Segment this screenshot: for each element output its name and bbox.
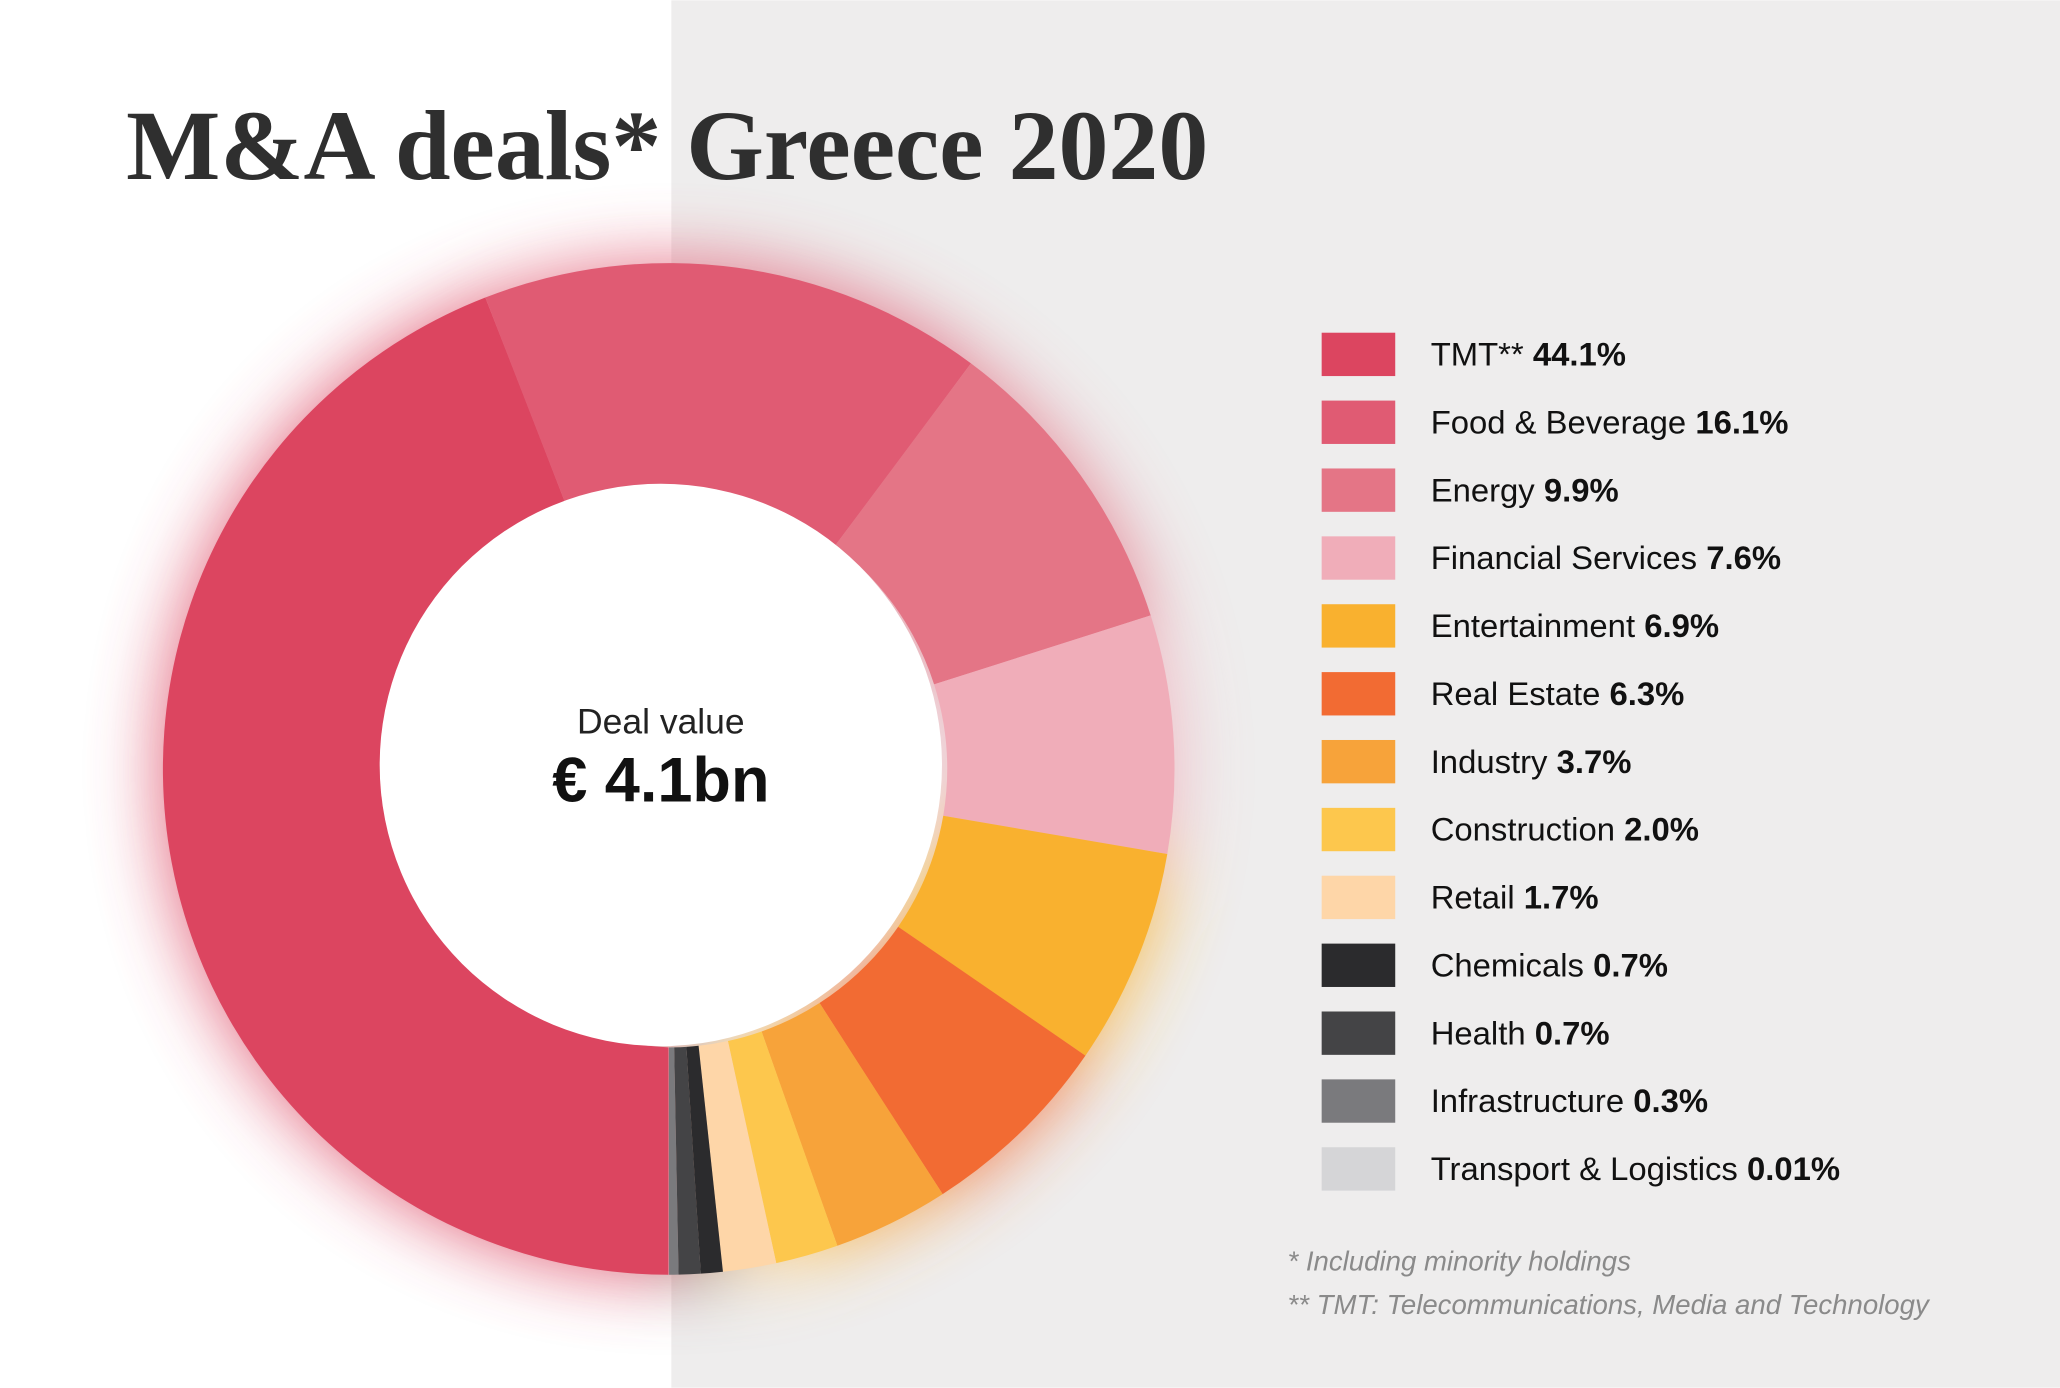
- legend-name: Food & Beverage: [1431, 403, 1687, 440]
- legend-label: Energy 9.9%: [1431, 471, 1619, 508]
- legend-name: Industry: [1431, 743, 1548, 780]
- legend-name: Construction: [1431, 811, 1615, 848]
- slice: [668, 1047, 679, 1275]
- slice: [898, 815, 1168, 1056]
- slice: [934, 615, 1175, 855]
- legend-value: 0.01%: [1747, 1150, 1840, 1187]
- legend-name: Entertainment: [1431, 607, 1635, 644]
- legend-swatch: [1321, 943, 1396, 987]
- legend-swatch: [1321, 536, 1396, 580]
- legend: TMT** 44.1% Food & Beverage 16.1% Energy 9…: [1321, 332, 1840, 1191]
- legend-label: Health 0.7%: [1431, 1014, 1610, 1051]
- slice: [727, 1031, 838, 1264]
- center-label: Deal value: [577, 701, 745, 741]
- legend-value: 16.1%: [1695, 403, 1788, 440]
- legend-label: Infrastructure 0.3%: [1431, 1082, 1708, 1119]
- legend-value: 3.7%: [1557, 743, 1632, 780]
- legend-name: Chemicals: [1431, 946, 1584, 983]
- legend-label: Retail 1.7%: [1431, 879, 1599, 916]
- legend-swatch: [1321, 1079, 1396, 1123]
- slice: [698, 1041, 777, 1272]
- legend-value: 1.7%: [1524, 879, 1599, 916]
- legend-swatch: [1321, 1011, 1396, 1055]
- legend-name: Energy: [1431, 471, 1536, 508]
- legend-label: Chemicals 0.7%: [1431, 946, 1668, 983]
- center-value: € 4.1bn: [552, 746, 769, 816]
- slice: [162, 297, 669, 1275]
- legend-label: TMT** 44.1%: [1431, 336, 1626, 373]
- legend-name: TMT**: [1431, 336, 1524, 373]
- donut-hole: [379, 483, 942, 1047]
- legend-swatch: [1321, 739, 1396, 784]
- slice: [819, 926, 1086, 1195]
- legend-value: 7.6%: [1706, 539, 1781, 576]
- footnote: * Including minority holdings: [1287, 1246, 1631, 1277]
- legend-name: Retail: [1431, 879, 1515, 916]
- slice: [485, 263, 971, 546]
- footnote: ** TMT: Telecommunications, Media and Te…: [1287, 1289, 1930, 1320]
- legend-label: Entertainment 6.9%: [1431, 607, 1719, 644]
- legend-value: 2.0%: [1624, 811, 1699, 848]
- legend-name: Infrastructure: [1431, 1082, 1624, 1119]
- legend-swatch: [1321, 1147, 1396, 1191]
- slice: [835, 363, 1151, 685]
- legend-name: Real Estate: [1431, 675, 1601, 712]
- legend-name: Health: [1431, 1014, 1526, 1051]
- chart-title: M&A deals* Greece 2020: [126, 90, 1208, 201]
- legend-label: Real Estate 6.3%: [1431, 675, 1685, 712]
- legend-label: Construction 2.0%: [1431, 811, 1699, 848]
- legend-swatch: [1321, 672, 1396, 716]
- slice: [686, 1045, 723, 1274]
- legend-value: 6.9%: [1644, 607, 1719, 644]
- legend-swatch: [1321, 468, 1396, 512]
- legend-swatch: [1321, 400, 1396, 444]
- legend-swatch: [1321, 875, 1396, 920]
- legend-value: 9.9%: [1544, 471, 1619, 508]
- legend-swatch: [1321, 807, 1396, 852]
- legend-label: Financial Services 7.6%: [1431, 539, 1781, 576]
- legend-value: 0.7%: [1535, 1014, 1610, 1051]
- legend-value: 6.3%: [1610, 675, 1685, 712]
- legend-label: Food & Beverage 16.1%: [1431, 403, 1789, 440]
- legend-swatch: [1321, 332, 1396, 377]
- legend-label: Transport & Logistics 0.01%: [1431, 1150, 1840, 1187]
- slice: [674, 1046, 701, 1275]
- legend-name: Financial Services: [1431, 539, 1697, 576]
- legend-value: 44.1%: [1533, 336, 1626, 373]
- slice: [761, 1003, 943, 1246]
- legend-value: 0.3%: [1633, 1082, 1708, 1119]
- legend-name: Transport & Logistics: [1431, 1150, 1738, 1187]
- legend-value: 0.7%: [1593, 946, 1668, 983]
- legend-label: Industry 3.7%: [1431, 743, 1632, 780]
- donut: [162, 263, 1175, 1275]
- legend-swatch: [1321, 604, 1396, 648]
